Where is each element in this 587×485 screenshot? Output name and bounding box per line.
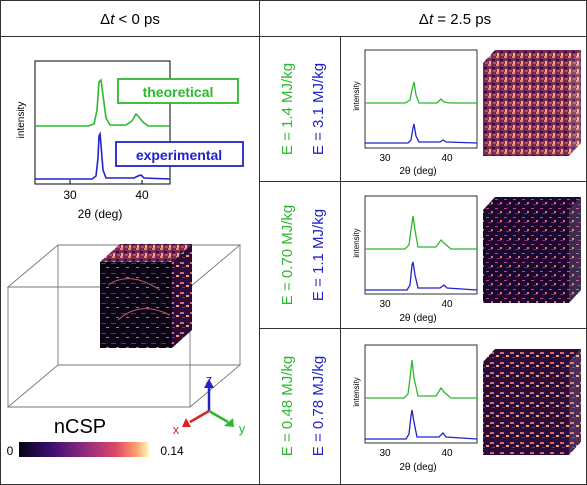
row-energy-labels: E = 1.4 MJ/kg E = 3.1 MJ/kg E = 0.70 MJ/… xyxy=(279,63,327,456)
left-xrd-plot: 30 40 2θ (deg) intensity theoretical exp… xyxy=(16,60,244,221)
row1-ylabel: intensity xyxy=(352,81,361,110)
axis-label-y: y xyxy=(239,421,246,436)
axis-label-x: x xyxy=(173,422,180,437)
axis-triad: z x y xyxy=(173,372,246,437)
left-tick-40: 40 xyxy=(135,188,149,202)
row3-energy-green: E = 0.48 MJ/kg xyxy=(279,356,296,456)
legend-experimental-box xyxy=(115,141,244,167)
legend-theoretical: theoretical xyxy=(143,84,214,100)
row3-ylabel: intensity xyxy=(352,377,361,406)
sample-front xyxy=(100,262,172,348)
row2-energy-blue: E = 1.1 MJ/kg xyxy=(310,209,327,301)
row2-xrd-plot: 30 40 2θ (deg) intensity xyxy=(352,195,478,324)
row3-xrd-plot: 30 40 2θ (deg) intensity xyxy=(352,344,478,473)
sample-top xyxy=(100,244,192,262)
legend-theoretical-box xyxy=(117,78,239,104)
row3-tick-40: 40 xyxy=(441,448,453,459)
row3-tick-30: 30 xyxy=(379,448,391,459)
legend-experimental: experimental xyxy=(136,147,222,163)
row2-tick-30: 30 xyxy=(379,299,391,310)
header-left: Δt < 0 ps xyxy=(100,11,160,28)
row2-ylabel: intensity xyxy=(352,228,361,257)
colorbar-min: 0 xyxy=(7,444,14,458)
row1-cube xyxy=(483,50,581,156)
row2-xlabel: 2θ (deg) xyxy=(399,313,436,324)
row3-cube xyxy=(483,349,581,455)
left-xlabel: 2θ (deg) xyxy=(78,207,123,221)
simulation-box-3d xyxy=(6,244,242,408)
row1-energy-blue: E = 3.1 MJ/kg xyxy=(310,63,327,155)
axis-label-z: z xyxy=(206,372,213,387)
row2-tick-40: 40 xyxy=(441,299,453,310)
row1-xlabel: 2θ (deg) xyxy=(399,166,436,177)
row1-energy-green: E = 1.4 MJ/kg xyxy=(279,63,296,155)
colorbar: nCSP 0 0.14 xyxy=(7,416,184,458)
colorbar-title: nCSP xyxy=(54,416,106,438)
header-right: Δt = 2.5 ps xyxy=(419,11,491,28)
row1-tick-40: 40 xyxy=(441,153,453,164)
left-curve-experimental xyxy=(35,131,171,180)
row1-tick-30: 30 xyxy=(379,153,391,164)
left-ylabel: intensity xyxy=(16,102,27,139)
left-tick-30: 30 xyxy=(63,188,77,202)
row3-energy-blue: E = 0.78 MJ/kg xyxy=(310,356,327,456)
row1-xrd-plot: 30 40 2θ (deg) intensity xyxy=(352,49,478,177)
row2-cube xyxy=(483,197,581,303)
sample-side xyxy=(172,244,192,348)
row3-xlabel: 2θ (deg) xyxy=(399,462,436,473)
colorbar-max: 0.14 xyxy=(160,444,184,458)
left-curve-theoretical xyxy=(35,78,170,127)
row2-energy-green: E = 0.70 MJ/kg xyxy=(279,205,296,305)
